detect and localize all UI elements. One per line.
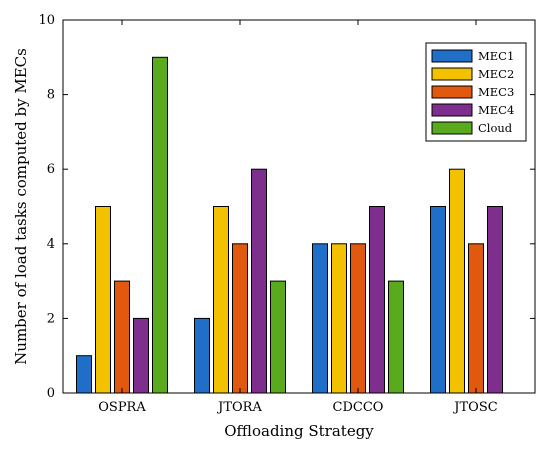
bar-ospra-mec1 <box>76 355 92 394</box>
bar-jtosc-mec1 <box>430 206 446 394</box>
bar-jtora-mec1 <box>194 317 210 394</box>
bars-layer <box>76 56 503 394</box>
plot-frame <box>62 19 536 394</box>
y-tick-label: 10 <box>38 13 55 28</box>
x-axis-title: Offloading Strategy <box>224 422 374 440</box>
legend-label-mec3: MEC3 <box>478 85 514 99</box>
bar-jtora-mec3 <box>232 243 248 394</box>
bar-ospra-mec2 <box>95 206 111 394</box>
bar-cdcco-mec1 <box>312 243 328 394</box>
legend-swatch-mec1 <box>431 49 473 63</box>
bar-jtosc-mec2 <box>449 168 465 394</box>
bar-jtora-mec2 <box>213 206 229 394</box>
x-axis: OSPRA JTORA CDCCO JTOSC <box>98 20 498 415</box>
bar-jtosc-mec3 <box>468 243 484 394</box>
bar-ospra-mec4 <box>133 317 149 394</box>
x-tick-label: OSPRA <box>98 400 146 415</box>
legend-swatch-mec2 <box>431 67 473 81</box>
y-tick-label: 8 <box>47 88 55 103</box>
y-tick-label: 2 <box>47 311 55 326</box>
legend-label-cloud: Cloud <box>478 121 513 135</box>
legend-label-mec4: MEC4 <box>478 103 514 117</box>
bar-jtora-mec4 <box>251 168 267 394</box>
bar-cdcco-mec2 <box>331 243 347 394</box>
legend-label-mec2: MEC2 <box>478 67 514 81</box>
bar-ospra-cloud <box>152 56 168 394</box>
bar-cdcco-cloud <box>388 280 404 394</box>
y-tick-label: 6 <box>47 162 55 177</box>
legend: MEC1 MEC2 MEC3 MEC4 Cloud <box>425 42 527 142</box>
y-tick-label: 4 <box>47 237 55 252</box>
bar-jtora-cloud <box>270 280 286 394</box>
x-tick-label: JTORA <box>216 400 262 415</box>
legend-label-mec1: MEC1 <box>478 49 514 63</box>
bar-cdcco-mec4 <box>369 206 385 394</box>
y-axis-title: Number of load tasks computed by MECs <box>12 48 30 365</box>
y-tick-label: 0 <box>47 386 55 401</box>
legend-swatch-mec4 <box>431 103 473 117</box>
x-tick-label: CDCCO <box>333 400 384 415</box>
y-axis: 0 2 4 6 8 10 <box>38 13 535 401</box>
bar-jtosc-mec4 <box>487 206 503 394</box>
bar-ospra-mec3 <box>114 280 130 394</box>
x-tick-label: JTOSC <box>452 400 497 415</box>
legend-swatch-mec3 <box>431 85 473 99</box>
legend-swatch-cloud <box>431 121 473 135</box>
bar-cdcco-mec3 <box>350 243 366 394</box>
